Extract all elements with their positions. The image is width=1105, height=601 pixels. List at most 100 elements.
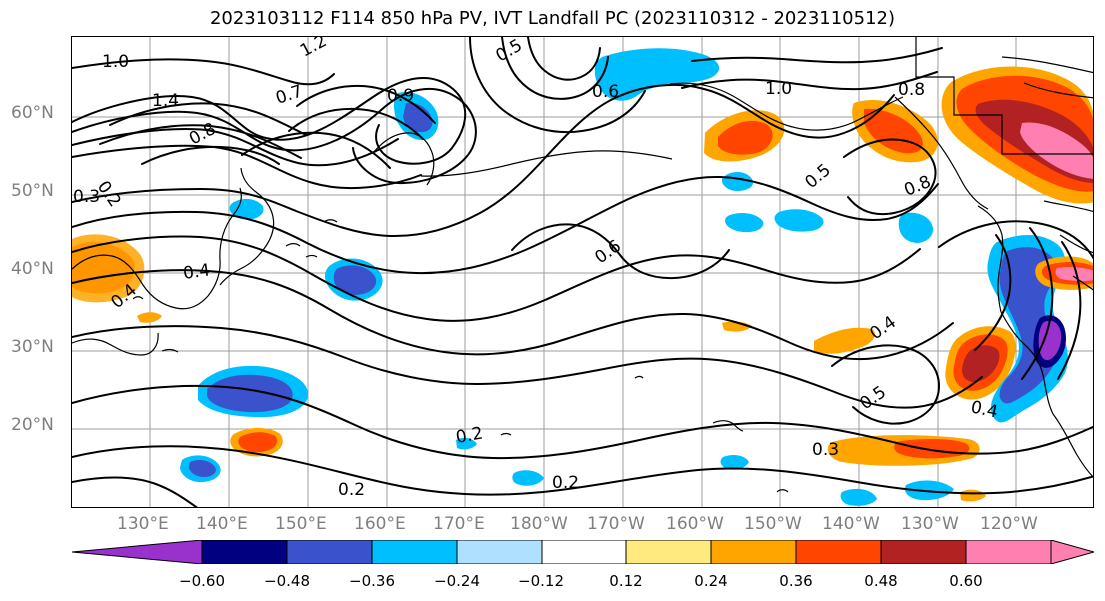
contour-label: 0.2 — [338, 480, 365, 500]
contour-line-31 — [141, 145, 280, 165]
anomaly-small-blue-4 — [229, 198, 264, 220]
colorbar-tick-label: −0.36 — [349, 572, 395, 590]
lon-label-170e: 170°E — [433, 514, 485, 534]
anomaly-east-pink-core — [1055, 267, 1093, 282]
anomaly-west-japan-orange — [72, 234, 145, 303]
contour-line-22 — [99, 124, 302, 159]
contour-label: 0.2 — [454, 424, 484, 448]
lat-label-20n: 20°N — [11, 415, 54, 435]
contour-line-23 — [681, 71, 938, 91]
anomaly-coast-violet — [1038, 320, 1062, 361]
anomaly-north-pacific-blue-a — [594, 48, 720, 101]
anomaly-small-blue-6 — [456, 437, 477, 450]
lon-label-140w: 140°W — [822, 514, 880, 534]
coast-canada-inland-5 — [1072, 275, 1093, 291]
anomaly-central-blue-1-inner — [333, 265, 377, 295]
colorbar-tick-label: 0.48 — [864, 572, 898, 590]
colorbar-svg — [72, 540, 1094, 564]
anomaly-small-blue-2 — [725, 212, 764, 233]
plot-title: 2023103112 F114 850 hPa PV, IVT Landfall… — [209, 8, 896, 29]
coast-small-island-5 — [285, 243, 301, 247]
contour-line-24 — [691, 47, 943, 64]
colorbar-segment — [625, 540, 712, 564]
contour-label: 0.5 — [493, 37, 526, 66]
coast-hawaii — [712, 420, 744, 432]
coast-aleutians — [420, 150, 673, 177]
lat-label-60n: 60°N — [11, 103, 54, 123]
anomaly-west-red-2-inner — [238, 432, 277, 453]
coast-north-canada — [915, 37, 1093, 155]
anomaly-small-blue-10 — [840, 488, 877, 506]
contour-line-4 — [72, 144, 422, 190]
colorbar-tick-label: 0.12 — [609, 572, 643, 590]
contour-line-21 — [109, 102, 307, 136]
contour-label: 0.8 — [898, 80, 925, 100]
lon-label-160w: 160°W — [666, 514, 724, 534]
coast-asia-main — [72, 187, 242, 310]
anomaly-small-blue-9 — [904, 480, 954, 501]
coast-small-island-4 — [323, 219, 338, 223]
coast-us-west — [1000, 311, 1054, 415]
lon-label-120w: 120°W — [980, 514, 1038, 534]
coast-small-island-8 — [132, 296, 144, 300]
contour-line-12 — [511, 223, 730, 280]
anomaly-north-alaska-red — [718, 120, 773, 155]
coast-small-island-2 — [634, 375, 644, 379]
contour-label: 0.3 — [812, 440, 839, 460]
contour-line-11 — [72, 445, 1093, 496]
colorbar-segment — [541, 540, 627, 564]
lon-label-130w: 130°W — [901, 514, 959, 534]
colorbar-tick-label: −0.48 — [264, 572, 310, 590]
contour-line-29 — [288, 107, 424, 140]
coast-mexico — [1052, 413, 1093, 478]
contour-label: 0.2 — [552, 473, 579, 493]
colorbar-segment — [710, 540, 797, 564]
anomaly-west-coast-darkred — [962, 345, 1000, 383]
lon-label-130e: 130°E — [117, 514, 169, 534]
anomaly-small-blue-8 — [720, 454, 749, 470]
contour-line-16 — [974, 234, 1012, 351]
anomaly-small-blue-7 — [512, 470, 544, 486]
contour-line-10 — [72, 384, 1093, 460]
contour-line-19 — [72, 476, 198, 507]
colorbar-tick-label: 0.36 — [779, 572, 813, 590]
pv-contours — [72, 37, 1093, 507]
contour-line-6 — [72, 175, 939, 275]
colorbar-segment — [880, 540, 967, 564]
anomaly-small-orange-3 — [960, 489, 986, 502]
anomaly-small-blue-1 — [774, 209, 824, 232]
colorbar-segment — [371, 540, 458, 564]
anomaly-east-red-2 — [894, 438, 970, 459]
coast-small-island-6 — [305, 254, 318, 258]
colorbar — [72, 540, 1094, 564]
anomaly-small-blue-3 — [898, 212, 934, 243]
coast-canada-inland — [1001, 56, 1093, 74]
lon-label-150w: 150°W — [744, 514, 802, 534]
contour-line-8 — [72, 269, 954, 361]
contour-label: 0.5 — [801, 160, 835, 193]
contour-line-9 — [72, 325, 983, 409]
coast-small-island-7 — [161, 349, 179, 353]
contour-line-27 — [469, 37, 646, 134]
colorbar-segment — [965, 540, 1052, 564]
contour-label: 0.8 — [901, 172, 934, 201]
lon-label-180w: 180°W — [510, 514, 568, 534]
contour-line-26 — [527, 37, 601, 81]
contour-label: 1.2 — [297, 37, 330, 61]
colorbar-tick-label: −0.24 — [434, 572, 480, 590]
contour-line-14 — [831, 344, 940, 425]
colorbar-segment — [201, 540, 288, 564]
anomaly-small-orange-2 — [137, 312, 162, 323]
map-panel: 1.0 1.2 1.4 0.7 0.8 0.3 0.2 0.4 0.5 0.6 … — [71, 36, 1094, 508]
contour-line-5 — [72, 83, 895, 238]
contour-line-18 — [1057, 241, 1082, 380]
colorbar-tick-label: −0.12 — [518, 572, 564, 590]
contour-label: 0.5 — [856, 382, 890, 414]
coast-bc — [977, 205, 1004, 313]
lon-label-140e: 140°E — [196, 514, 248, 534]
coast-gulf-alaska — [894, 96, 989, 210]
colorbar-segment — [795, 540, 882, 564]
contour-line-28 — [296, 84, 436, 124]
coast-canada-inland-2 — [1023, 82, 1093, 99]
